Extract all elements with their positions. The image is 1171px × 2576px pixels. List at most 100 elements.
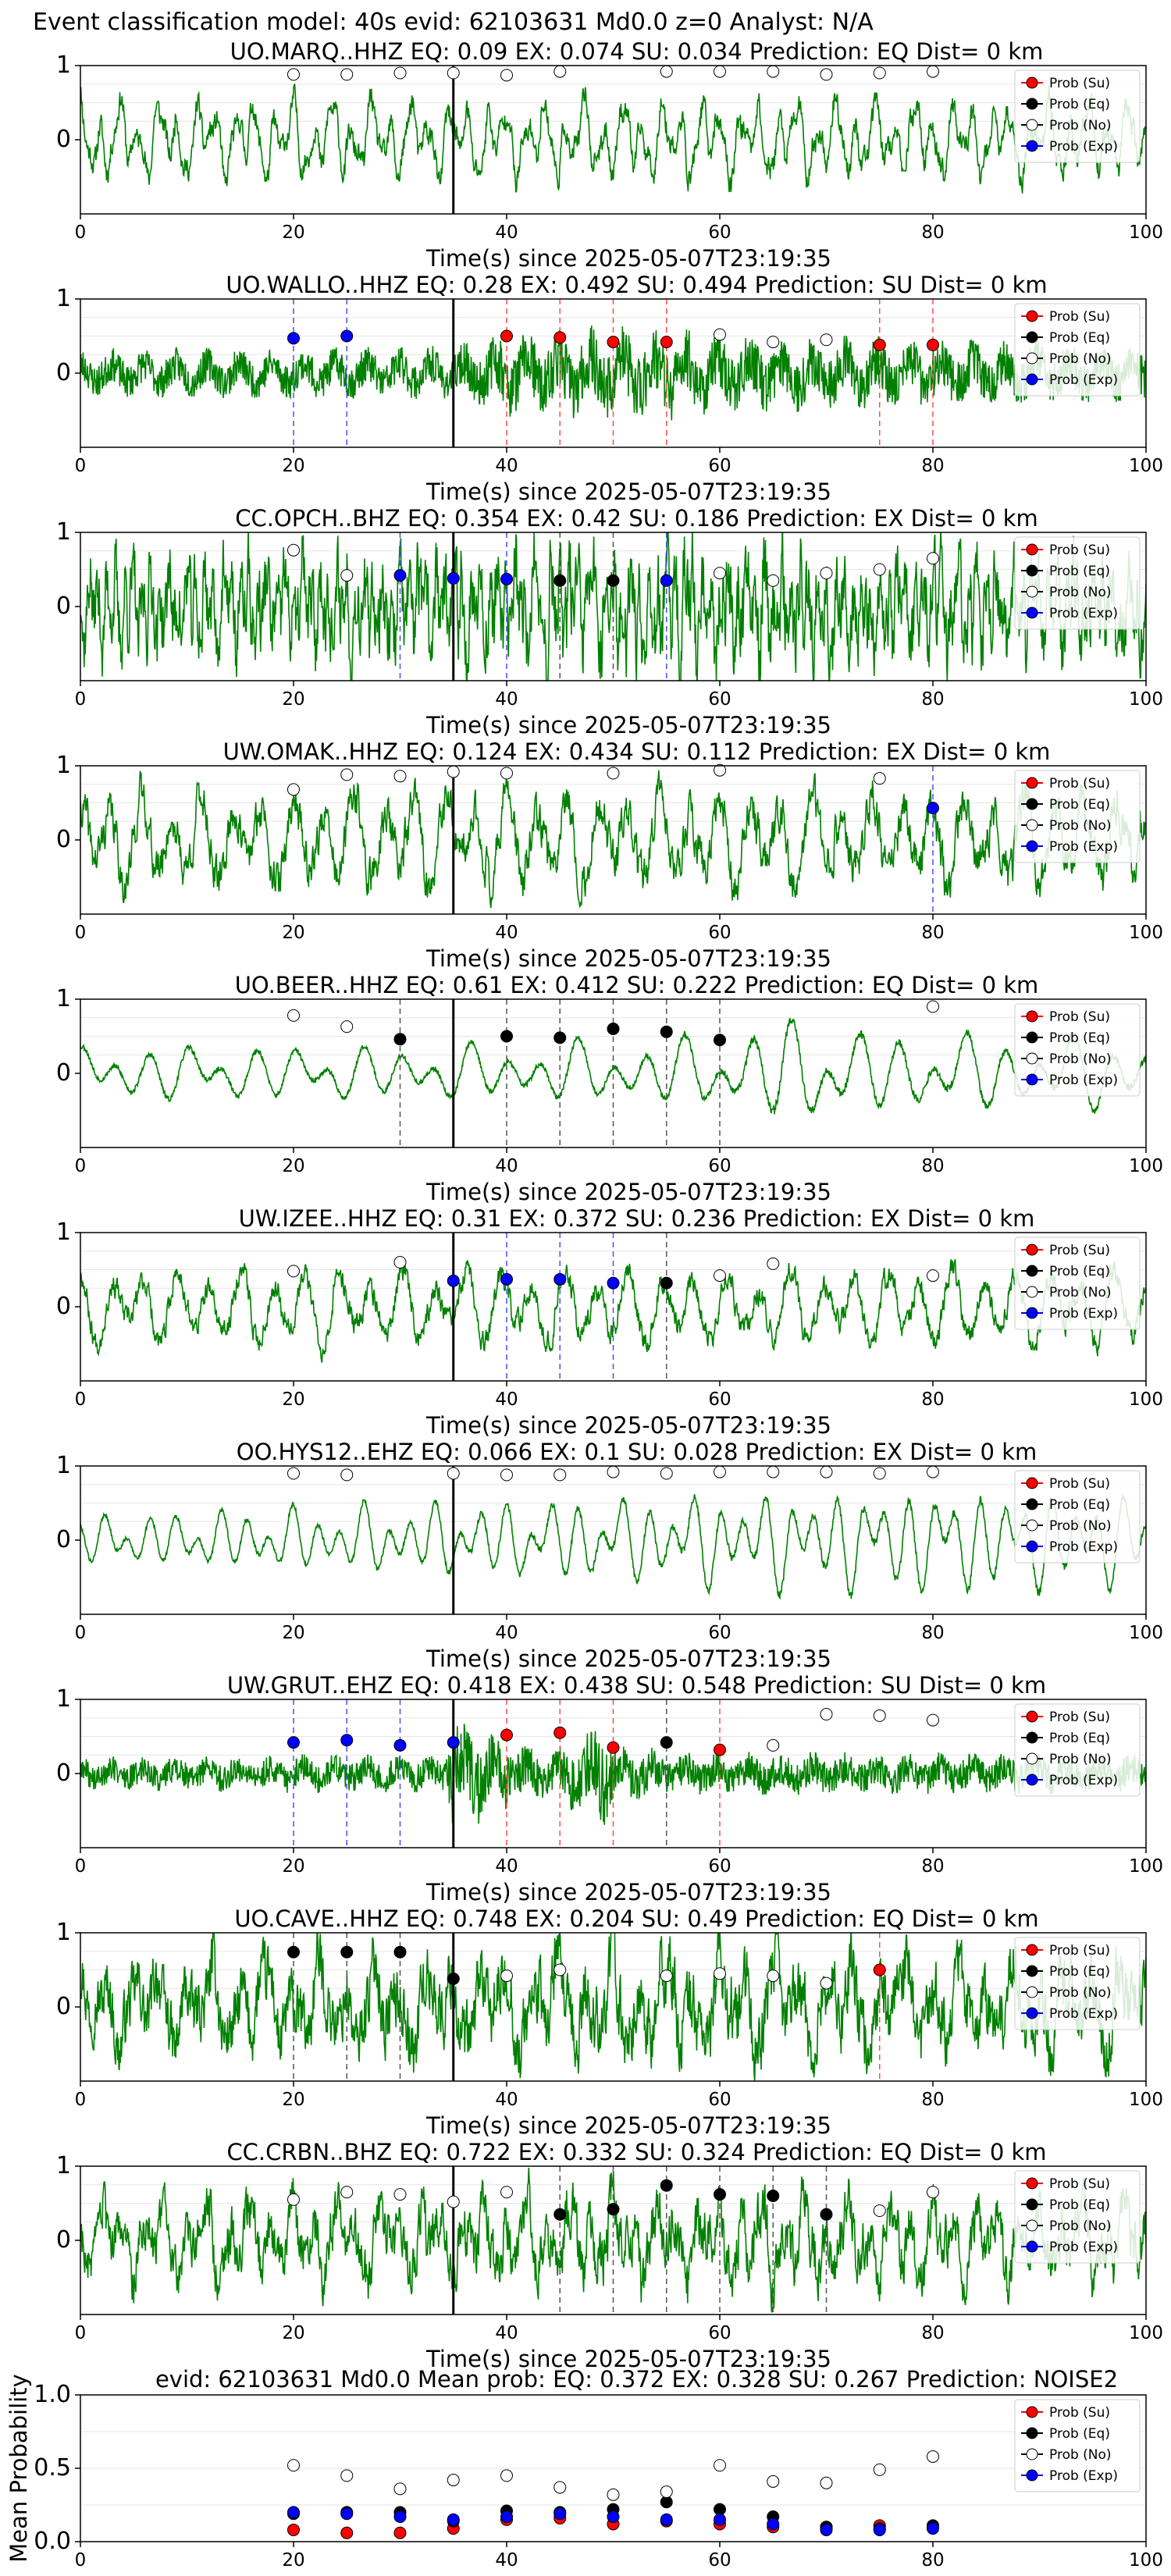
legend-label-su: Prob (Su) bbox=[1049, 309, 1110, 325]
y-tick-label: 0 bbox=[56, 1293, 71, 1320]
prob-marker-no bbox=[660, 65, 673, 78]
x-tick-label: 80 bbox=[921, 1856, 944, 1877]
prob-marker-eq bbox=[660, 1736, 673, 1749]
y-tick-label: 1 bbox=[56, 1685, 71, 1713]
prob-marker-eq bbox=[500, 1030, 513, 1043]
legend-label-no: Prob (No) bbox=[1049, 118, 1112, 133]
mean-prob-point-exp bbox=[287, 2506, 300, 2519]
waveform-panel: CC.OPCH..BHZ EQ: 0.354 EX: 0.42 SU: 0.18… bbox=[56, 505, 1163, 738]
mean-prob-point-exp bbox=[393, 2510, 407, 2524]
legend-box bbox=[1014, 536, 1141, 630]
prob-marker-su bbox=[553, 331, 567, 344]
x-tick-label: 20 bbox=[282, 923, 304, 943]
legend-box bbox=[1014, 2170, 1141, 2264]
x-tick-label: 100 bbox=[1129, 1623, 1163, 1643]
x-tick-label: 60 bbox=[708, 456, 731, 476]
x-tick-label: 60 bbox=[708, 2323, 731, 2343]
waveform-panel: UW.OMAK..HHZ EQ: 0.124 EX: 0.434 SU: 0.1… bbox=[56, 738, 1163, 972]
legend-marker-su bbox=[1026, 310, 1038, 322]
legend-label-exp: Prob (Exp) bbox=[1049, 2468, 1118, 2484]
legend-marker-su bbox=[1026, 2406, 1038, 2418]
legend-marker-no bbox=[1026, 119, 1038, 131]
waveform-trace bbox=[80, 1724, 1146, 1825]
prob-marker-eq bbox=[660, 1025, 673, 1038]
waveform-panel: CC.CRBN..BHZ EQ: 0.722 EX: 0.332 SU: 0.3… bbox=[56, 2139, 1163, 2372]
mean-prob-point-no bbox=[553, 2481, 567, 2494]
legend-box bbox=[1014, 1470, 1141, 1564]
y-tick-label: 1 bbox=[56, 518, 71, 546]
legend-box bbox=[1014, 2399, 1141, 2492]
legend-label-exp: Prob (Exp) bbox=[1049, 606, 1118, 621]
x-tick-label: 40 bbox=[495, 923, 518, 943]
mean-prob-point-no bbox=[607, 2488, 620, 2501]
x-tick-label: 40 bbox=[495, 689, 518, 710]
prob-marker-exp bbox=[447, 1274, 460, 1287]
prob-marker-no bbox=[820, 1465, 833, 1478]
legend-label-exp: Prob (Exp) bbox=[1049, 139, 1118, 155]
axes-frame bbox=[80, 1932, 1147, 2082]
x-tick-label: 60 bbox=[708, 1623, 731, 1643]
prob-marker-no bbox=[340, 2186, 354, 2199]
panel-title: UW.OMAK..HHZ EQ: 0.124 EX: 0.434 SU: 0.1… bbox=[223, 738, 1051, 765]
prob-marker-eq bbox=[607, 2203, 620, 2216]
legend-label-su: Prob (Su) bbox=[1049, 1009, 1110, 1025]
legend-marker-su bbox=[1026, 1477, 1038, 1489]
y-tick-label: 1 bbox=[56, 1452, 71, 1479]
legend-box bbox=[1014, 1236, 1141, 1330]
x-tick-label: 20 bbox=[282, 1156, 304, 1176]
legend-label-eq: Prob (Eq) bbox=[1049, 1964, 1110, 1980]
legend-marker-su bbox=[1026, 1710, 1038, 1723]
prob-marker-no bbox=[287, 1009, 300, 1022]
y-tick-label: 1 bbox=[56, 52, 71, 79]
prob-marker-eq bbox=[660, 1276, 673, 1290]
legend-label-eq: Prob (Eq) bbox=[1049, 1497, 1110, 1513]
legend-label-no: Prob (No) bbox=[1049, 585, 1112, 600]
waveform-trace bbox=[80, 1259, 1146, 1363]
legend-marker-exp bbox=[1026, 373, 1038, 386]
legend-label-su: Prob (Su) bbox=[1049, 1943, 1110, 1959]
legend-marker-eq bbox=[1026, 2427, 1038, 2439]
prob-marker-eq bbox=[820, 2208, 833, 2221]
legend-marker-exp bbox=[1026, 2240, 1038, 2253]
x-tick-label: 0 bbox=[75, 222, 87, 243]
x-tick-label: 100 bbox=[1129, 456, 1163, 476]
x-tick-label: 100 bbox=[1129, 222, 1163, 243]
mean-prob-point-exp bbox=[500, 2510, 513, 2524]
legend-marker-eq bbox=[1026, 1498, 1038, 1510]
prob-marker-eq bbox=[553, 1031, 567, 1044]
legend-marker-exp bbox=[1026, 1774, 1038, 1786]
x-tick-label: 100 bbox=[1129, 923, 1163, 943]
x-tick-label: 100 bbox=[1129, 2090, 1163, 2110]
figure-suptitle: Event classification model: 40s evid: 62… bbox=[33, 9, 874, 36]
legend-label-su: Prob (Su) bbox=[1049, 1243, 1110, 1258]
mean-prob-point-su bbox=[340, 2526, 354, 2539]
mean-prob-point-exp bbox=[340, 2507, 354, 2521]
legend-marker-no bbox=[1026, 819, 1038, 831]
panel-title: UO.CAVE..HHZ EQ: 0.748 EX: 0.204 SU: 0.4… bbox=[234, 1905, 1038, 1932]
prob-marker-no bbox=[714, 567, 726, 580]
prob-marker-exp bbox=[927, 802, 939, 815]
x-tick-label: 80 bbox=[921, 456, 944, 476]
y-tick-label: 1 bbox=[56, 285, 71, 312]
prob-marker-exp bbox=[500, 572, 513, 585]
legend-marker-exp bbox=[1026, 1540, 1038, 1553]
axes-frame bbox=[80, 998, 1147, 1148]
x-tick-label: 20 bbox=[282, 222, 304, 243]
x-tick-label: 100 bbox=[1129, 689, 1163, 710]
y-tick-label: 1.0 bbox=[34, 2381, 71, 2408]
prob-marker-eq bbox=[287, 1945, 300, 1959]
y-tick-label: 0 bbox=[56, 126, 71, 153]
x-tick-label: 40 bbox=[495, 2090, 518, 2110]
x-tick-label: 0 bbox=[75, 2323, 87, 2343]
prob-marker-no bbox=[447, 66, 460, 80]
y-tick-label: 0 bbox=[56, 359, 71, 386]
prob-marker-no bbox=[447, 765, 460, 778]
x-tick-label: 80 bbox=[921, 2090, 944, 2110]
waveform-trace bbox=[80, 1933, 1146, 2081]
legend-marker-exp bbox=[1026, 140, 1038, 152]
legend-marker-su bbox=[1026, 1010, 1038, 1023]
prob-marker-no bbox=[927, 2186, 939, 2199]
prob-marker-no bbox=[553, 1468, 567, 1482]
x-axis-label: Time(s) since 2025-05-07T23:19:35 bbox=[425, 479, 831, 505]
x-tick-label: 60 bbox=[708, 222, 731, 243]
